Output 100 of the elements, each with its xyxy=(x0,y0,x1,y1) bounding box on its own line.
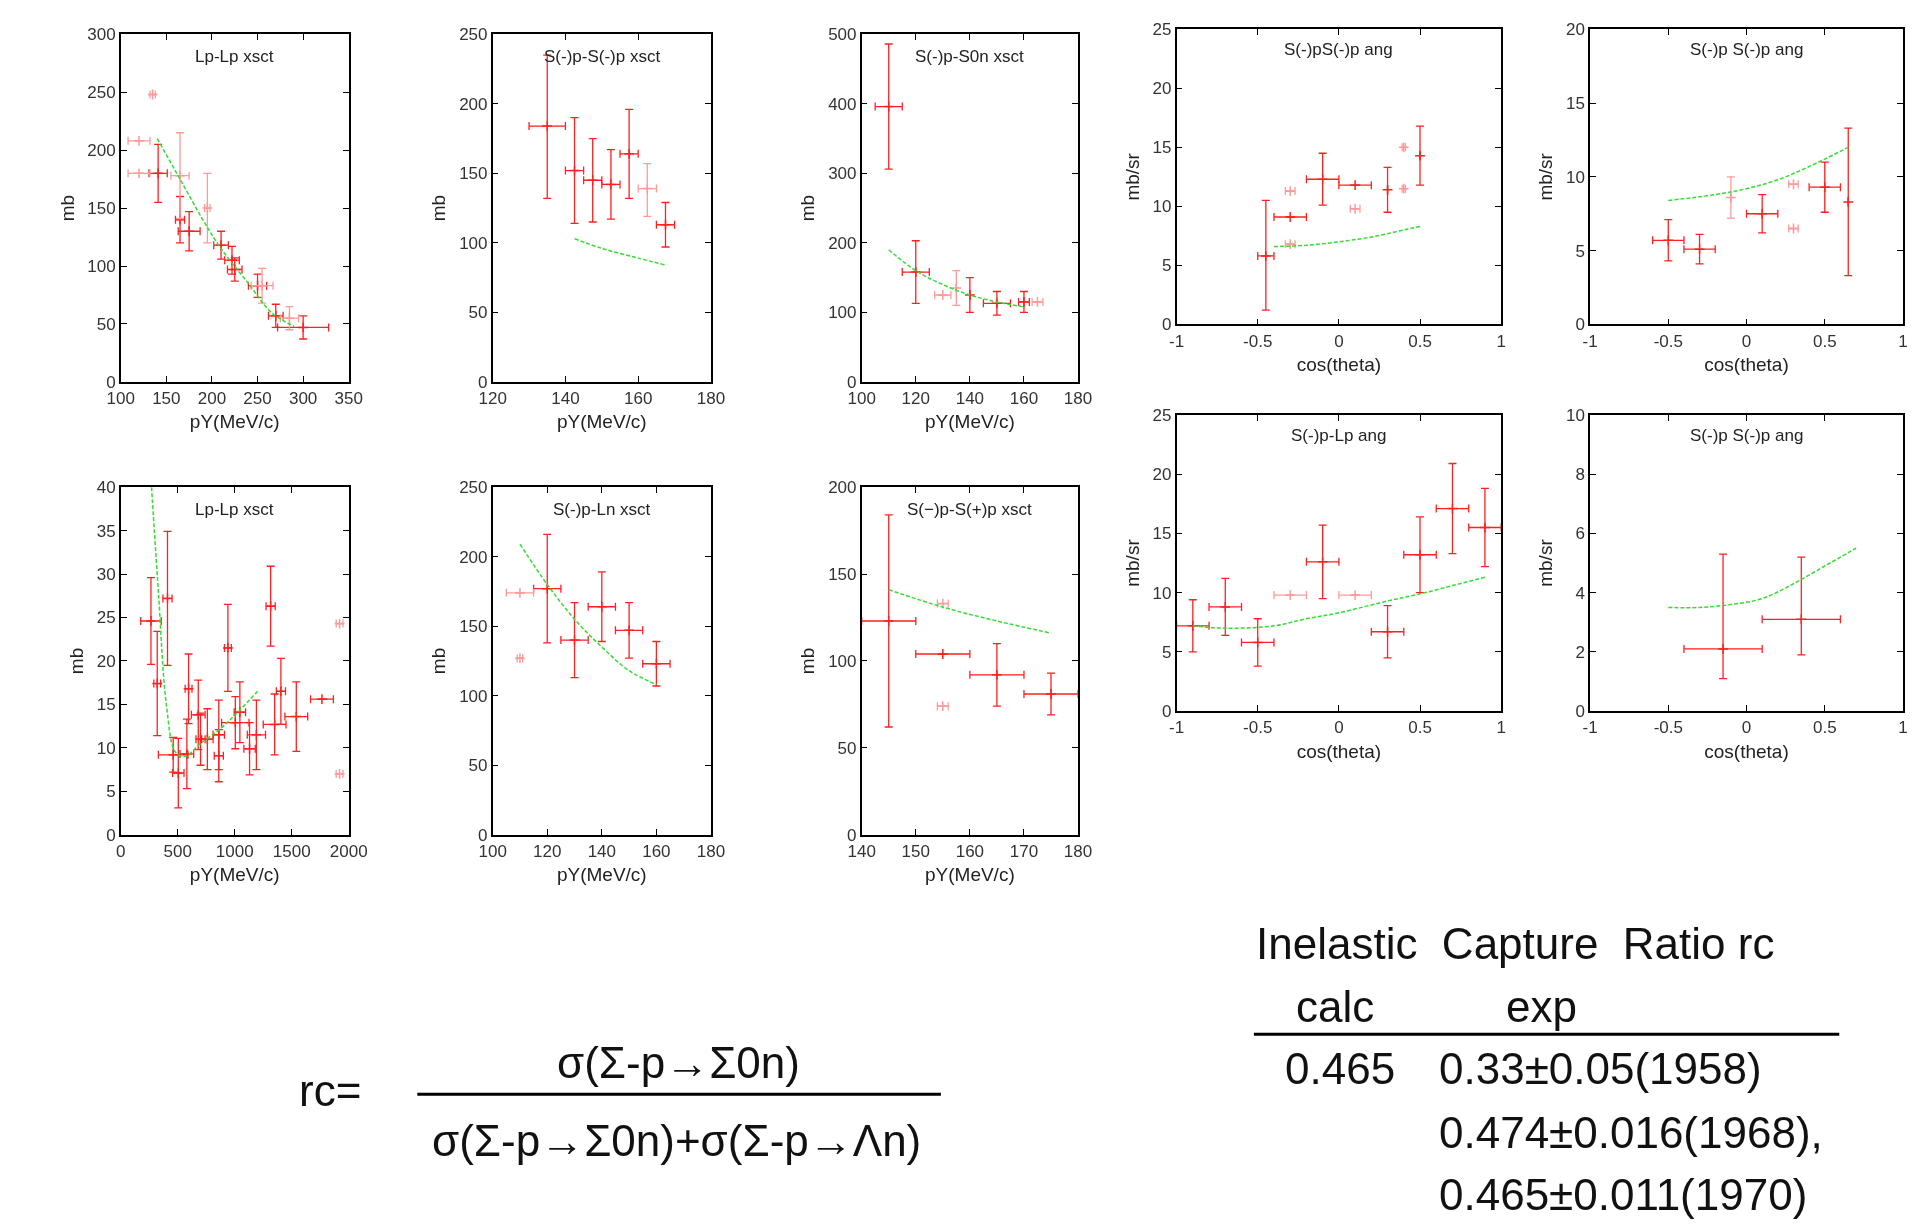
point xyxy=(1693,243,1706,255)
x-tick-label: 180 xyxy=(1063,389,1093,409)
point xyxy=(596,601,608,613)
y-tick-label: 0 xyxy=(478,825,488,845)
x-tick-label: 250 xyxy=(243,389,272,409)
y-tick-label: 400 xyxy=(828,94,857,114)
y-axis-title: mb/sr xyxy=(1121,152,1143,201)
text: rc= xyxy=(299,1066,362,1115)
y-axis-title: mb/sr xyxy=(1121,538,1143,587)
x-axis-title: pY(MeV/c) xyxy=(924,864,1015,886)
y-tick-label: 15 xyxy=(1152,138,1172,158)
x-tick-label: 160 xyxy=(1009,389,1039,409)
x-tick-label: 0.5 xyxy=(1408,718,1432,738)
point xyxy=(256,280,268,292)
x-axis-title: pY(MeV/c) xyxy=(556,411,647,433)
y-tick-label: 20 xyxy=(1152,79,1172,99)
x-tick-label: 2000 xyxy=(329,841,368,861)
text: 0.465 xyxy=(1285,1044,1396,1093)
x-tick-label: -0.5 xyxy=(1653,331,1683,351)
point xyxy=(1725,191,1737,204)
x-tick-label: 160 xyxy=(624,389,653,409)
y-tick-label: 100 xyxy=(459,233,488,253)
y-tick-label: 30 xyxy=(96,565,116,584)
point xyxy=(1317,173,1329,185)
y-tick-label: 150 xyxy=(459,164,488,184)
point xyxy=(183,225,195,237)
x-tick-label: 0 xyxy=(1334,718,1344,738)
x-tick-label: -0.5 xyxy=(1243,331,1273,351)
y-tick-label: 8 xyxy=(1575,465,1585,485)
y-tick-label: 0 xyxy=(1575,315,1585,335)
y-tick-label: 20 xyxy=(96,651,116,671)
y-axis-title: mb xyxy=(428,647,450,675)
point xyxy=(167,749,179,761)
point xyxy=(1842,196,1854,208)
point xyxy=(1414,149,1426,162)
text: S(-)p-S(-)p xsct xyxy=(544,47,661,66)
y-tick-label: 150 xyxy=(459,617,488,637)
y-tick-label: 50 xyxy=(837,738,857,758)
y-tick-label: 500 xyxy=(828,25,857,45)
text: 0.474±0.016(1968), xyxy=(1439,1108,1823,1157)
point xyxy=(145,615,157,627)
x-axis-title: cos(theta) xyxy=(1296,740,1382,762)
point xyxy=(1446,502,1459,515)
y-axis-title: mb/sr xyxy=(1535,538,1557,587)
y-tick-label: 5 xyxy=(106,782,116,802)
point xyxy=(283,312,296,324)
text: Inelastic Capture Ratio rc xyxy=(1256,919,1775,968)
x-axis-title: pY(MeV/c) xyxy=(924,411,1015,433)
x-tick-label: 1 xyxy=(1898,718,1908,738)
y-tick-label: 200 xyxy=(87,141,116,161)
point xyxy=(1252,636,1264,649)
x-tick-label: 160 xyxy=(955,841,985,861)
point xyxy=(1819,181,1831,193)
y-tick-label: 5 xyxy=(1575,241,1585,261)
x-tick-label: 300 xyxy=(288,389,318,409)
x-tick-label: -0.5 xyxy=(1653,718,1683,738)
line-series xyxy=(1273,225,1421,248)
x-tick-label: 1 xyxy=(1898,331,1908,351)
y-axis-title: mb xyxy=(66,647,88,675)
x-tick-label: 180 xyxy=(696,389,726,409)
y-tick-label: 15 xyxy=(1152,524,1172,544)
x-tick-label: -1 xyxy=(1169,331,1185,351)
x-axis-title: pY(MeV/c) xyxy=(556,864,647,886)
point xyxy=(1284,211,1296,223)
x-tick-label: 500 xyxy=(163,841,192,861)
text: S(-)p S(-)p ang xyxy=(1690,426,1804,445)
text: S(-)p-Ln xsct xyxy=(553,500,651,519)
y-tick-label: 0 xyxy=(1161,315,1172,335)
point xyxy=(1381,626,1394,638)
y-tick-label: 150 xyxy=(828,565,857,584)
y-tick-label: 0 xyxy=(847,372,857,392)
point xyxy=(605,178,617,191)
point xyxy=(1349,179,1361,191)
y-tick-label: 250 xyxy=(459,25,488,45)
x-tick-label: 160 xyxy=(642,841,671,861)
y-tick-label: 15 xyxy=(1565,94,1585,114)
y-tick-label: 100 xyxy=(459,686,488,706)
text: S(-)p-Lp ang xyxy=(1291,426,1387,445)
line-series xyxy=(887,588,1052,634)
y-tick-label: 4 xyxy=(1575,583,1585,603)
point xyxy=(250,729,263,741)
point xyxy=(964,289,976,301)
text: 0.465±0.011(1970) xyxy=(1439,1170,1808,1219)
point xyxy=(1414,549,1426,561)
point xyxy=(568,634,581,646)
point xyxy=(174,169,186,182)
x-tick-label: 1 xyxy=(1496,718,1506,738)
point xyxy=(514,587,526,599)
point xyxy=(297,321,309,334)
y-tick-label: 150 xyxy=(87,199,116,219)
text: σ(Σ-p→Σ0n)+σ(Σ-p→Λn) xyxy=(432,1116,922,1165)
y-tick-label: 100 xyxy=(828,303,857,323)
x-tick-label: 150 xyxy=(901,841,930,861)
point xyxy=(133,167,145,179)
y-tick-label: 0 xyxy=(478,372,488,392)
y-tick-label: 50 xyxy=(96,314,116,334)
y-tick-label: 100 xyxy=(828,651,857,671)
point xyxy=(1187,620,1199,632)
y-tick-label: 200 xyxy=(828,478,857,498)
point xyxy=(1381,184,1394,196)
